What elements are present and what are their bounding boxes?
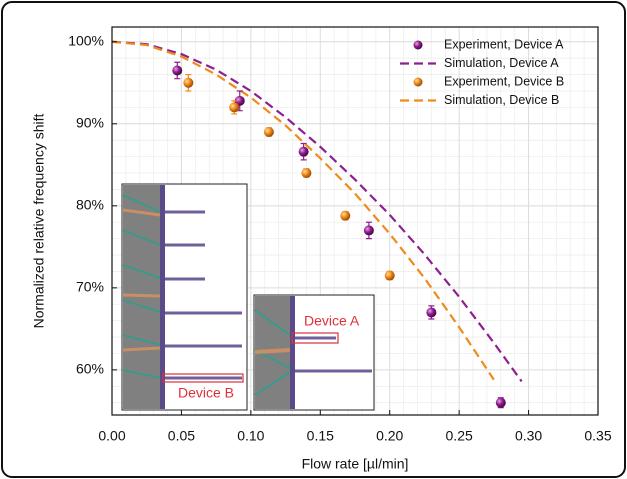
inset-device-b: [121, 183, 248, 411]
x-axis-label: Flow rate [µl/min]: [302, 456, 409, 472]
y-tick-label: 60%: [76, 361, 104, 377]
y-tick-label: 70%: [76, 279, 104, 295]
data-point: [234, 95, 245, 106]
data-point: [340, 210, 351, 221]
annotation: Device B: [178, 385, 234, 401]
data-point: [301, 168, 312, 179]
data-point: [384, 270, 395, 281]
legend-label: Experiment, Device A: [444, 37, 564, 51]
annotation: Device A: [304, 313, 360, 329]
x-tick-label: 0.25: [446, 428, 473, 444]
y-axis-label: Normalized relative frequency shift: [31, 114, 47, 329]
plot-frame: [111, 26, 599, 416]
data-point: [298, 146, 309, 157]
inset-device-a: [253, 294, 375, 411]
data-point: [495, 397, 506, 408]
x-tick-label: 0.30: [515, 428, 542, 444]
data-point: [172, 65, 183, 76]
legend-label: Simulation, Device B: [444, 93, 559, 107]
simulation-line: [112, 40, 495, 381]
data-point: [263, 126, 274, 137]
legend-label: Simulation, Device A: [444, 56, 559, 70]
x-tick-label: 0.05: [168, 428, 195, 444]
data-point: [229, 102, 240, 113]
legend-marker: [413, 40, 423, 50]
data-point: [363, 225, 374, 236]
data-point: [183, 77, 194, 88]
y-tick-label: 90%: [76, 114, 104, 130]
data-point: [426, 307, 437, 318]
legend-label: Experiment, Device B: [444, 74, 564, 88]
y-tick-label: 80%: [76, 197, 104, 213]
x-tick-label: 0.00: [98, 428, 125, 444]
legend: Experiment, Device A Simulation, Device A…: [400, 37, 564, 107]
x-tick-label: 0.15: [307, 428, 334, 444]
x-tick-label: 0.20: [376, 428, 403, 444]
x-tick-label: 0.10: [237, 428, 264, 444]
x-tick-label: 0.35: [584, 428, 611, 444]
y-tick-label: 100%: [68, 32, 104, 48]
plot-area: [112, 40, 523, 409]
simulation-line: [112, 40, 523, 383]
legend-marker: [413, 77, 423, 87]
